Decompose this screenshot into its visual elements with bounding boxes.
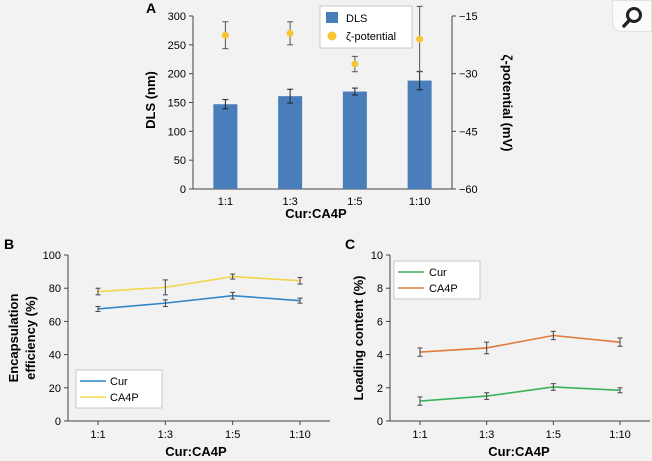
legend-box	[75, 369, 163, 409]
y-tick-label: 50	[174, 155, 186, 167]
panel-b-letter: B	[4, 236, 14, 252]
y2-tick-label: −30	[459, 69, 478, 81]
x-tick-label: 1:5	[546, 429, 561, 441]
series-line-ca4p	[419, 334, 621, 353]
y-tick-label: 20	[49, 383, 61, 395]
panel-a: A 0 50 100 150 200 250 300 −15 −30 −45 −60 1:1 1:3 1:…	[143, 0, 515, 221]
zoom-button[interactable]	[612, 0, 652, 32]
y-tick-label: 100	[168, 126, 186, 138]
legend-label-ca4p: CA4P	[429, 283, 458, 295]
legend-label-cur: Cur	[110, 376, 128, 388]
panel-b-y-label-line1: Encapsulation	[6, 294, 21, 383]
x-tick-label: 1:1	[218, 196, 233, 208]
y2-tick-label: −60	[459, 184, 478, 196]
y-tick-label: 8	[377, 283, 383, 295]
panel-a-marks: 0 50 100 150 200 250 300 −15 −30 −45 −60 1:1 1:3 1:5 1…	[168, 5, 478, 208]
y-tick-label: 0	[180, 184, 186, 196]
y-tick-label: 40	[49, 350, 61, 362]
magnifier-icon	[622, 7, 642, 28]
legend-box	[393, 260, 481, 300]
x-tick-label: 1:1	[412, 429, 427, 441]
legend-swatch-zeta	[327, 31, 337, 41]
zeta-point	[221, 31, 229, 39]
y-tick-label: 250	[168, 40, 186, 52]
x-tick-label: 1:5	[347, 196, 362, 208]
x-tick-label: 1:10	[609, 429, 630, 441]
series-line-ca4p	[97, 275, 301, 293]
panel-b-x-label: Cur:CA4P	[165, 444, 227, 459]
y-tick-label: 200	[168, 69, 186, 81]
y2-tick-label: −15	[459, 11, 478, 23]
x-tick-label: 1:3	[158, 429, 173, 441]
legend-label-ca4p: CA4P	[110, 392, 139, 404]
series-line-cur	[97, 294, 301, 310]
x-tick-label: 1:1	[90, 429, 105, 441]
panel-b: B 0 20 40 60 80 100 1:1 1:3 1:5 1:10 Cur CA4P Enc…	[4, 236, 330, 459]
y2-tick-label: −45	[459, 126, 478, 138]
y-tick-label: 0	[377, 416, 383, 428]
panel-a-y2-label: ζ-potential (mV)	[500, 55, 515, 152]
panel-b-legend: Cur CA4P	[75, 369, 163, 409]
panel-a-y-label: DLS (nm)	[143, 71, 158, 129]
x-tick-label: 1:10	[409, 196, 430, 208]
panel-b-y-label-line2: efficiency (%)	[23, 296, 38, 380]
zeta-point	[416, 35, 424, 43]
zeta-point	[351, 60, 359, 68]
panel-b-marks: 0 20 40 60 80 100 1:1 1:3 1:5 1:10	[43, 250, 330, 441]
legend-label-zeta: ζ-potential	[346, 31, 396, 43]
x-tick-label: 1:3	[282, 196, 297, 208]
panel-a-x-label: Cur:CA4P	[285, 206, 347, 221]
y-tick-label: 300	[168, 11, 186, 23]
zeta-point	[286, 29, 294, 37]
series-line-cur	[419, 386, 621, 402]
x-tick-label: 1:10	[289, 429, 310, 441]
legend-swatch-dls	[326, 12, 338, 23]
y-tick-label: 100	[43, 250, 61, 262]
panel-a-letter: A	[146, 0, 156, 16]
y-tick-label: 10	[371, 250, 383, 262]
y-tick-label: 150	[168, 98, 186, 110]
legend-box	[319, 5, 413, 49]
y-tick-label: 2	[377, 383, 383, 395]
bar	[342, 91, 367, 189]
y-tick-label: 60	[49, 316, 61, 328]
panel-c-x-label: Cur:CA4P	[488, 444, 550, 459]
panel-c-letter: C	[345, 236, 355, 252]
bar	[213, 104, 238, 189]
legend-label-cur: Cur	[429, 267, 447, 279]
y-tick-label: 4	[377, 350, 383, 362]
x-tick-label: 1:3	[479, 429, 494, 441]
x-tick-label: 1:5	[225, 429, 240, 441]
y-tick-label: 6	[377, 316, 383, 328]
panel-c: C 0 2 4 6 8 10 1:1 1:3 1:5 1:10 Cur CA4P Loading …	[345, 236, 650, 459]
y-tick-label: 80	[49, 283, 61, 295]
panel-c-y-label: Loading content (%)	[351, 276, 366, 401]
bar	[407, 80, 432, 189]
legend-label-dls: DLS	[346, 13, 367, 25]
panel-c-marks: 0 2 4 6 8 10 1:1 1:3 1:5 1:10	[371, 250, 650, 441]
panel-a-legend: DLS ζ-potential	[319, 5, 413, 49]
panel-c-legend: Cur CA4P	[393, 260, 481, 300]
bar	[278, 96, 303, 189]
y-tick-label: 0	[55, 416, 61, 428]
